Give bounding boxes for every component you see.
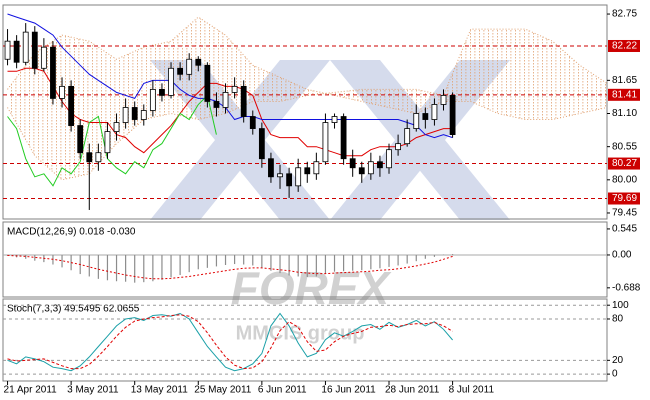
candle-body bbox=[286, 173, 293, 187]
candle-body bbox=[168, 67, 174, 96]
x-tick-label: 3 May 2011 bbox=[67, 385, 119, 396]
candle-body bbox=[149, 88, 156, 111]
candle-body bbox=[195, 58, 202, 66]
candle-body bbox=[249, 116, 256, 129]
x-tick-label: 25 May 2011 bbox=[194, 385, 252, 396]
y-tick-label: 20 bbox=[612, 355, 624, 366]
candle-body bbox=[159, 88, 165, 96]
candle-body bbox=[104, 131, 111, 154]
candle-body bbox=[113, 122, 120, 132]
cloud-span-a bbox=[7, 16, 608, 120]
y-tick-label: 0.00 bbox=[612, 250, 632, 261]
watermark-sub: MMCIS group bbox=[236, 322, 365, 344]
candle-body bbox=[204, 64, 211, 102]
panel-frame bbox=[2, 4, 608, 220]
candle-body bbox=[13, 40, 20, 63]
candle-body bbox=[31, 31, 38, 69]
candle-body bbox=[413, 113, 420, 129]
candle-body bbox=[213, 101, 220, 108]
panel-frame bbox=[2, 298, 608, 382]
x-tick-label: 13 May 2011 bbox=[131, 385, 189, 396]
candle-body bbox=[22, 31, 29, 63]
candle-body bbox=[68, 85, 75, 126]
candle-body bbox=[95, 152, 102, 163]
y-tick-label: 79.45 bbox=[612, 208, 637, 219]
candle-body bbox=[358, 167, 365, 175]
y-tick-label: 0.545 bbox=[612, 224, 637, 235]
candle-body bbox=[122, 107, 129, 123]
candle-body bbox=[77, 125, 84, 154]
candle-body bbox=[86, 152, 93, 163]
candle-body bbox=[140, 110, 147, 120]
candle-body bbox=[449, 95, 456, 136]
y-tick-label: 80.00 bbox=[612, 174, 637, 185]
signal-line bbox=[7, 254, 453, 280]
level-label-box bbox=[608, 39, 640, 52]
candle-body bbox=[349, 158, 356, 169]
indicator-line bbox=[7, 67, 453, 157]
watermark-brand: FOREX bbox=[231, 262, 392, 314]
cloud-fill bbox=[7, 17, 607, 180]
y-tick-label: 81.10 bbox=[612, 108, 637, 119]
y-tick-label: 0 bbox=[612, 369, 618, 380]
x-tick-label: 16 Jun 2011 bbox=[321, 385, 376, 396]
candle-body bbox=[59, 85, 65, 99]
stoch-line bbox=[7, 314, 453, 370]
level-label-box bbox=[608, 157, 640, 170]
candle-body bbox=[322, 122, 329, 163]
candle-body bbox=[40, 46, 47, 69]
candle-body bbox=[231, 85, 238, 93]
candle-body bbox=[186, 58, 193, 75]
candle-body bbox=[50, 46, 56, 99]
level-label-box bbox=[608, 192, 640, 205]
y-tick-label: 82.75 bbox=[612, 9, 637, 20]
x-tick-label: 21 Apr 2011 bbox=[4, 385, 58, 396]
x-tick-label: 28 Jun 2011 bbox=[385, 385, 440, 396]
y-tick-label: 100 bbox=[612, 300, 629, 311]
candle-body bbox=[377, 161, 383, 169]
panel-title: Stoch(7,3,3) 49.5495 62.0655 bbox=[7, 304, 140, 315]
candle-body bbox=[131, 107, 138, 120]
level-label: 80.27 bbox=[612, 158, 637, 169]
indicator-line bbox=[7, 94, 217, 187]
level-label: 81.41 bbox=[612, 89, 637, 100]
candle-body bbox=[331, 116, 338, 123]
candle-body bbox=[240, 85, 247, 117]
level-label-box bbox=[608, 88, 640, 101]
candle-body bbox=[177, 67, 184, 75]
y-tick-label: 81.65 bbox=[612, 75, 637, 86]
candle-body bbox=[313, 161, 320, 175]
candle-body bbox=[340, 116, 347, 160]
candle-body bbox=[367, 161, 374, 175]
x-tick-label: 6 Jun 2011 bbox=[258, 385, 307, 396]
y-tick-label: 80.55 bbox=[612, 141, 637, 152]
candle-body bbox=[404, 128, 411, 145]
candle-body bbox=[4, 40, 11, 60]
candle-body bbox=[386, 149, 392, 169]
y-tick-label: -0.688 bbox=[612, 282, 641, 293]
candle-body bbox=[222, 92, 229, 108]
level-label: 79.69 bbox=[612, 193, 637, 204]
y-tick-label: 80 bbox=[612, 314, 624, 325]
candle-body bbox=[295, 167, 302, 187]
candle-body bbox=[258, 128, 265, 160]
candle-body bbox=[268, 158, 274, 178]
level-label: 82.22 bbox=[612, 41, 637, 52]
candle-body bbox=[440, 95, 447, 105]
candle-body bbox=[422, 113, 429, 120]
indicator-line bbox=[7, 13, 453, 139]
candle-body bbox=[395, 143, 401, 151]
panel-title: MACD(12,26,9) 0.018 -0.030 bbox=[7, 227, 136, 238]
stoch-line bbox=[7, 312, 453, 372]
candle-body bbox=[304, 167, 311, 175]
x-tick-label: 8 Jul 2011 bbox=[449, 385, 495, 396]
panel-frame bbox=[2, 221, 608, 298]
candle-body bbox=[277, 173, 283, 178]
candle-body bbox=[431, 104, 438, 120]
